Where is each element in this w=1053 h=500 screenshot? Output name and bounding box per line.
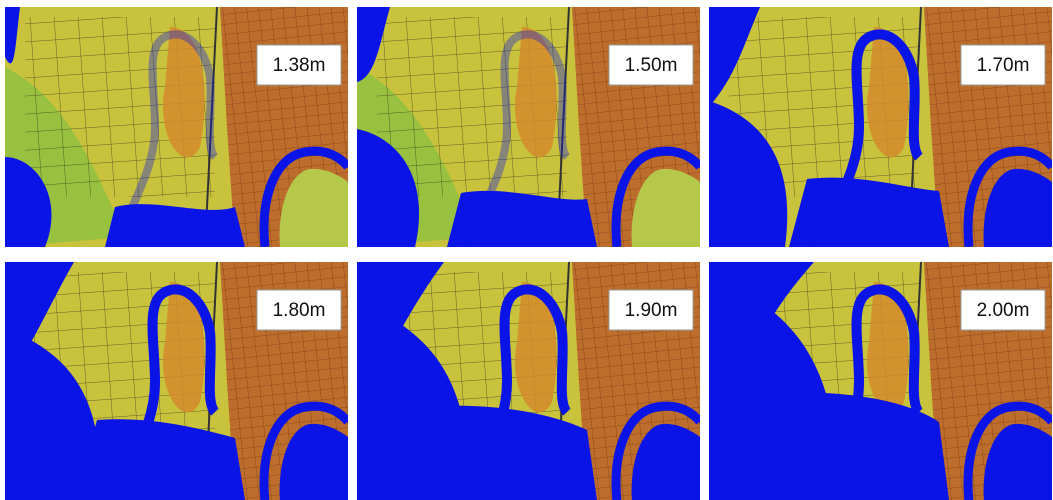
depth-label: 1.50m — [625, 55, 678, 76]
map-panel: 1.38m — [5, 7, 348, 247]
map-panel: 2.00m — [709, 262, 1052, 500]
depth-label: 1.80m — [273, 300, 326, 321]
depth-label: 2.00m — [977, 300, 1030, 321]
map-panel: 1.70m — [709, 7, 1052, 247]
depth-label: 1.90m — [625, 300, 678, 321]
map-panel: 1.90m — [357, 262, 700, 500]
map-panel: 1.80m — [5, 262, 348, 500]
flood-map-grid: 1.38m 1.50m 1.70m 1.80m 1.90m 2.00m — [0, 0, 1053, 500]
map-panel: 1.50m — [357, 7, 700, 247]
depth-label: 1.70m — [977, 55, 1030, 76]
depth-label: 1.38m — [273, 55, 326, 76]
